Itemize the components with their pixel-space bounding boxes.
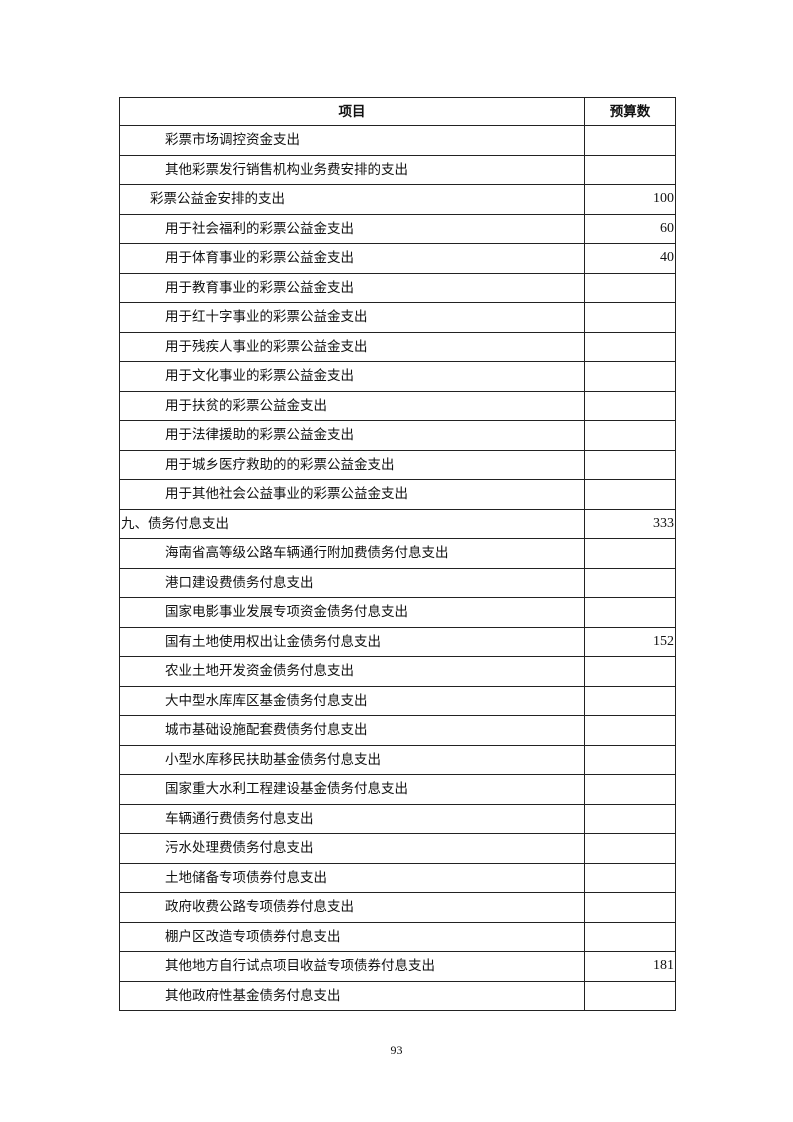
- table-row: 彩票公益金安排的支出 100: [119, 184, 676, 215]
- row-item-name: 其他政府性基金债务付息支出: [119, 980, 585, 1011]
- row-budget-value: [584, 715, 676, 746]
- table-row: 小型水库移民扶助基金债务付息支出: [119, 744, 676, 775]
- table-row: 港口建设费债务付息支出: [119, 567, 676, 598]
- table-row: 彩票市场调控资金支出: [119, 125, 676, 156]
- row-item-name: 车辆通行费债务付息支出: [119, 803, 585, 834]
- row-item-name: 用于城乡医疗救助的的彩票公益金支出: [119, 449, 585, 480]
- row-budget-value: [584, 479, 676, 510]
- row-budget-value: [584, 538, 676, 569]
- row-budget-value: [584, 302, 676, 333]
- table-row: 用于其他社会公益事业的彩票公益金支出: [119, 479, 676, 510]
- table-row: 其他地方自行试点项目收益专项债券付息支出 181: [119, 951, 676, 982]
- row-budget-value: [584, 656, 676, 687]
- row-budget-value: [584, 125, 676, 156]
- header-budget: 预算数: [584, 97, 676, 126]
- table-row: 城市基础设施配套费债务付息支出: [119, 715, 676, 746]
- table-row: 其他彩票发行销售机构业务费安排的支出: [119, 154, 676, 185]
- table-row: 用于红十字事业的彩票公益金支出: [119, 302, 676, 333]
- table-row: 用于社会福利的彩票公益金支出 60: [119, 213, 676, 244]
- table-row: 海南省高等级公路车辆通行附加费债务付息支出: [119, 538, 676, 569]
- table-row: 车辆通行费债务付息支出: [119, 803, 676, 834]
- table-row: 用于法律援助的彩票公益金支出: [119, 420, 676, 451]
- row-item-name: 用于法律援助的彩票公益金支出: [119, 420, 585, 451]
- table-header-row: 项目 预算数: [119, 97, 676, 126]
- row-item-name: 用于体育事业的彩票公益金支出: [119, 243, 585, 274]
- row-budget-value: [584, 597, 676, 628]
- table-row: 国有土地使用权出让金债务付息支出 152: [119, 626, 676, 657]
- table-row: 用于残疾人事业的彩票公益金支出: [119, 331, 676, 362]
- row-budget-value: 100: [584, 184, 676, 215]
- row-budget-value: [584, 892, 676, 923]
- table-row: 政府收费公路专项债券付息支出: [119, 892, 676, 923]
- table-row: 用于教育事业的彩票公益金支出: [119, 272, 676, 303]
- row-budget-value: [584, 980, 676, 1011]
- row-item-name: 彩票公益金安排的支出: [119, 184, 585, 215]
- table-row: 棚户区改造专项债券付息支出: [119, 921, 676, 952]
- row-budget-value: 333: [584, 508, 676, 539]
- row-item-name: 城市基础设施配套费债务付息支出: [119, 715, 585, 746]
- row-item-name: 污水处理费债务付息支出: [119, 833, 585, 864]
- row-item-name: 用于红十字事业的彩票公益金支出: [119, 302, 585, 333]
- row-budget-value: [584, 921, 676, 952]
- row-item-name: 九、债务付息支出: [119, 508, 585, 539]
- row-budget-value: [584, 862, 676, 893]
- row-budget-value: 40: [584, 243, 676, 274]
- row-item-name: 用于文化事业的彩票公益金支出: [119, 361, 585, 392]
- row-budget-value: 60: [584, 213, 676, 244]
- table-row: 用于扶贫的彩票公益金支出: [119, 390, 676, 421]
- row-budget-value: [584, 272, 676, 303]
- row-item-name: 政府收费公路专项债券付息支出: [119, 892, 585, 923]
- row-budget-value: 181: [584, 951, 676, 982]
- row-budget-value: [584, 331, 676, 362]
- row-item-name: 大中型水库库区基金债务付息支出: [119, 685, 585, 716]
- page-number: 93: [390, 1043, 403, 1057]
- row-item-name: 国有土地使用权出让金债务付息支出: [119, 626, 585, 657]
- table-row: 大中型水库库区基金债务付息支出: [119, 685, 676, 716]
- row-item-name: 农业土地开发资金债务付息支出: [119, 656, 585, 687]
- row-budget-value: 152: [584, 626, 676, 657]
- row-item-name: 用于残疾人事业的彩票公益金支出: [119, 331, 585, 362]
- row-item-name: 其他彩票发行销售机构业务费安排的支出: [119, 154, 585, 185]
- row-item-name: 用于教育事业的彩票公益金支出: [119, 272, 585, 303]
- table-row: 污水处理费债务付息支出: [119, 833, 676, 864]
- row-item-name: 港口建设费债务付息支出: [119, 567, 585, 598]
- row-budget-value: [584, 154, 676, 185]
- row-budget-value: [584, 420, 676, 451]
- row-item-name: 棚户区改造专项债券付息支出: [119, 921, 585, 952]
- table-row: 国家重大水利工程建设基金债务付息支出: [119, 774, 676, 805]
- budget-table: 项目 预算数 彩票市场调控资金支出 其他彩票发行销售机构业务费安排的支出 彩票公益金…: [119, 97, 676, 1011]
- table-row: 土地储备专项债券付息支出: [119, 862, 676, 893]
- row-item-name: 国家重大水利工程建设基金债务付息支出: [119, 774, 585, 805]
- row-budget-value: [584, 803, 676, 834]
- table-row: 用于体育事业的彩票公益金支出 40: [119, 243, 676, 274]
- row-item-name: 用于其他社会公益事业的彩票公益金支出: [119, 479, 585, 510]
- row-item-name: 土地储备专项债券付息支出: [119, 862, 585, 893]
- table-row: 九、债务付息支出 333: [119, 508, 676, 539]
- row-budget-value: [584, 361, 676, 392]
- table-row: 其他政府性基金债务付息支出: [119, 980, 676, 1011]
- table-row: 用于文化事业的彩票公益金支出: [119, 361, 676, 392]
- row-item-name: 海南省高等级公路车辆通行附加费债务付息支出: [119, 538, 585, 569]
- row-budget-value: [584, 449, 676, 480]
- row-item-name: 用于社会福利的彩票公益金支出: [119, 213, 585, 244]
- row-item-name: 其他地方自行试点项目收益专项债券付息支出: [119, 951, 585, 982]
- row-budget-value: [584, 833, 676, 864]
- row-item-name: 小型水库移民扶助基金债务付息支出: [119, 744, 585, 775]
- row-budget-value: [584, 744, 676, 775]
- table-row: 国家电影事业发展专项资金债务付息支出: [119, 597, 676, 628]
- header-item: 项目: [119, 97, 585, 126]
- row-budget-value: [584, 685, 676, 716]
- table-row: 用于城乡医疗救助的的彩票公益金支出: [119, 449, 676, 480]
- row-item-name: 用于扶贫的彩票公益金支出: [119, 390, 585, 421]
- row-item-name: 国家电影事业发展专项资金债务付息支出: [119, 597, 585, 628]
- row-budget-value: [584, 774, 676, 805]
- row-budget-value: [584, 390, 676, 421]
- row-budget-value: [584, 567, 676, 598]
- row-item-name: 彩票市场调控资金支出: [119, 125, 585, 156]
- table-row: 农业土地开发资金债务付息支出: [119, 656, 676, 687]
